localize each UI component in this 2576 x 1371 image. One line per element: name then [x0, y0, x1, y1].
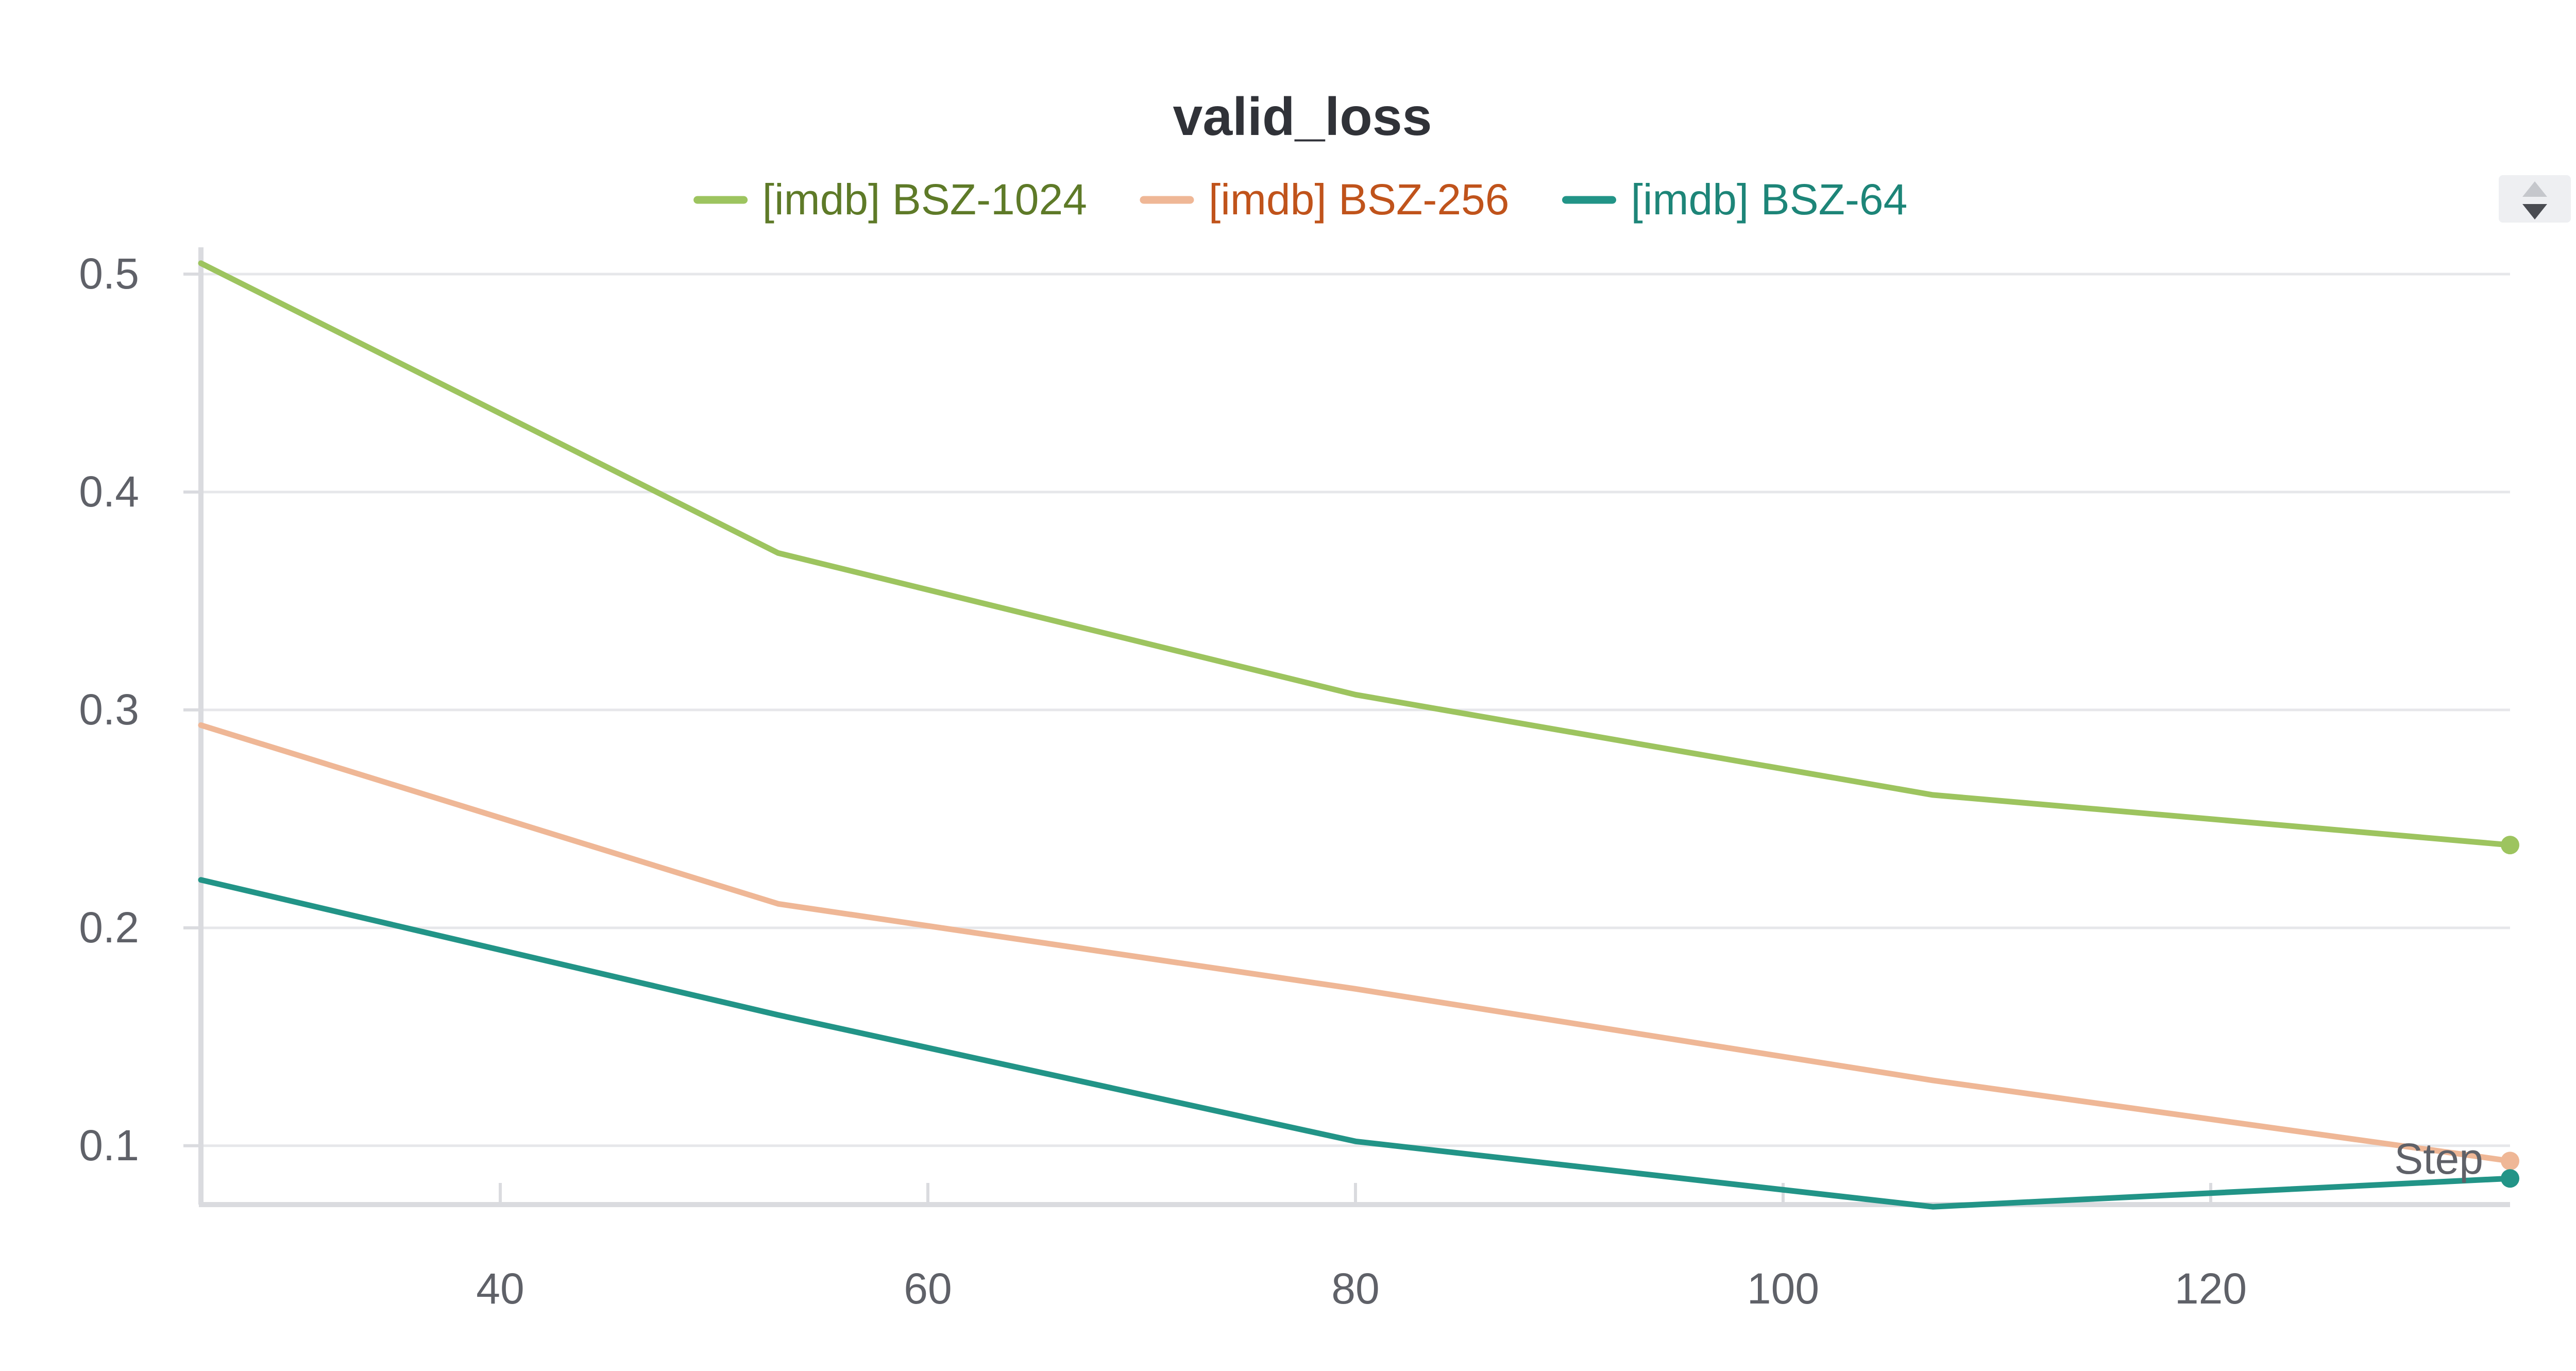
y-tick-label: 0.3 [79, 685, 139, 734]
scroll-up-icon[interactable] [2522, 181, 2547, 197]
series-end-marker-3 [2501, 1169, 2519, 1188]
y-tick-label: 0.1 [79, 1121, 139, 1170]
legend-label-1: [imdb] BSZ-1024 [762, 175, 1087, 224]
x-tick-label: 60 [904, 1264, 952, 1313]
x-axis-label: Step [2394, 1135, 2483, 1183]
legend-scroll-control[interactable] [2499, 175, 2571, 223]
legend-label-2: [imdb] BSZ-256 [1209, 175, 1510, 224]
series-line-3 [198, 877, 2513, 1210]
legend-label-3: [imdb] BSZ-64 [1631, 175, 1908, 224]
x-tick-label: 100 [1747, 1264, 1819, 1313]
scroll-down-icon[interactable] [2522, 204, 2547, 219]
y-tick-label: 0.2 [79, 903, 139, 952]
chart-title: valid_loss [1173, 87, 1432, 147]
x-tick-label: 80 [1331, 1264, 1379, 1313]
y-tick-label: 0.5 [79, 249, 139, 298]
x-tick-label: 120 [2175, 1264, 2247, 1313]
y-tick-label: 0.4 [79, 467, 139, 516]
legend: [imdb] BSZ-1024 [imdb] BSZ-256 [imdb] BSZ-… [693, 175, 1908, 224]
grid-lines [201, 273, 2510, 1147]
series-end-marker-2 [2501, 1152, 2519, 1171]
legend-scroll-background[interactable] [2499, 175, 2571, 223]
axes: 0.1 0.2 0.3 0.4 0.5 40 60 80 100 120 [79, 247, 2510, 1313]
series-lines [198, 260, 2519, 1210]
series-line-2 [198, 722, 2513, 1164]
series-end-marker-1 [2501, 836, 2519, 855]
series-line-1 [198, 260, 2513, 848]
x-tick-label: 40 [476, 1264, 524, 1313]
